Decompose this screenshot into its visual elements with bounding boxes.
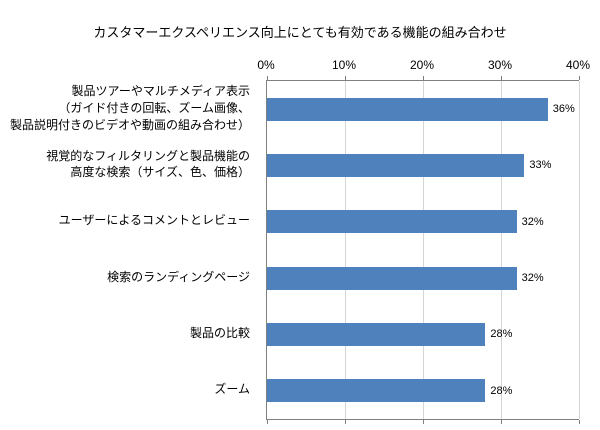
axis-tick (345, 76, 346, 80)
x-axis-tick-labels: 0% 10% 20% 30% 40% (257, 58, 590, 74)
bar-row: 32% (267, 194, 579, 250)
x-tick-label: 30% (487, 58, 513, 72)
bar-value-label: 32% (521, 215, 544, 228)
axis-tick (345, 420, 346, 424)
chart-title: カスタマーエクスペリエンス向上にとても有効である機能の組み合わせ (93, 25, 507, 40)
x-tick-label: 40% (565, 58, 591, 72)
axis-tick (267, 420, 268, 424)
category-label: 製品の比較 (189, 326, 250, 341)
bar (267, 379, 486, 403)
axis-tick (501, 420, 502, 424)
category-axis-labels: 製品ツアーやマルチメディア表示 （ガイド付きの回転、ズーム画像、 製品説明付きの… (0, 80, 258, 418)
axis-tick (423, 76, 424, 80)
category-label: ズーム (214, 382, 250, 397)
bar-value-label: 36% (552, 103, 575, 116)
bar (267, 153, 525, 177)
plot-area: 36% 33% 32% 32% 28% 28% (266, 76, 580, 424)
bar-row: 36% (267, 81, 579, 137)
category-label: ユーザーによるコメントとレビュー (58, 213, 250, 228)
bar (267, 322, 486, 346)
gridline (423, 81, 424, 419)
bar (267, 210, 517, 234)
gridline (579, 81, 580, 419)
axis-tick (267, 76, 268, 80)
bar (267, 97, 548, 121)
axis-tick (423, 420, 424, 424)
x-tick-label: 10% (331, 58, 357, 72)
x-tick-label: 20% (409, 58, 435, 72)
axis-tick (579, 76, 580, 80)
gridline (501, 81, 502, 419)
gridline (345, 81, 346, 419)
bar-value-label: 28% (490, 384, 513, 397)
axis-tick (501, 76, 502, 80)
bar-value-label: 28% (490, 328, 513, 341)
category-label: 視覚的なフィルタリングと製品機能の 高度な検索（サイズ、色、価格） (46, 148, 250, 180)
bar-series: 36% 33% 32% 32% 28% 28% (267, 81, 579, 419)
bar-row: 33% (267, 137, 579, 193)
bar-row: 28% (267, 363, 579, 419)
bar-value-label: 32% (521, 272, 544, 285)
x-tick-label: 0% (257, 58, 275, 72)
bar-value-label: 33% (529, 159, 552, 172)
axis-tick (579, 420, 580, 424)
bar-row: 28% (267, 306, 579, 362)
bar (267, 266, 517, 290)
category-label: 製品ツアーやマルチメディア表示 （ガイド付きの回転、ズーム画像、 製品説明付きの… (9, 83, 250, 132)
category-label: 検索のランディングページ (107, 269, 250, 284)
bar-row: 32% (267, 250, 579, 306)
